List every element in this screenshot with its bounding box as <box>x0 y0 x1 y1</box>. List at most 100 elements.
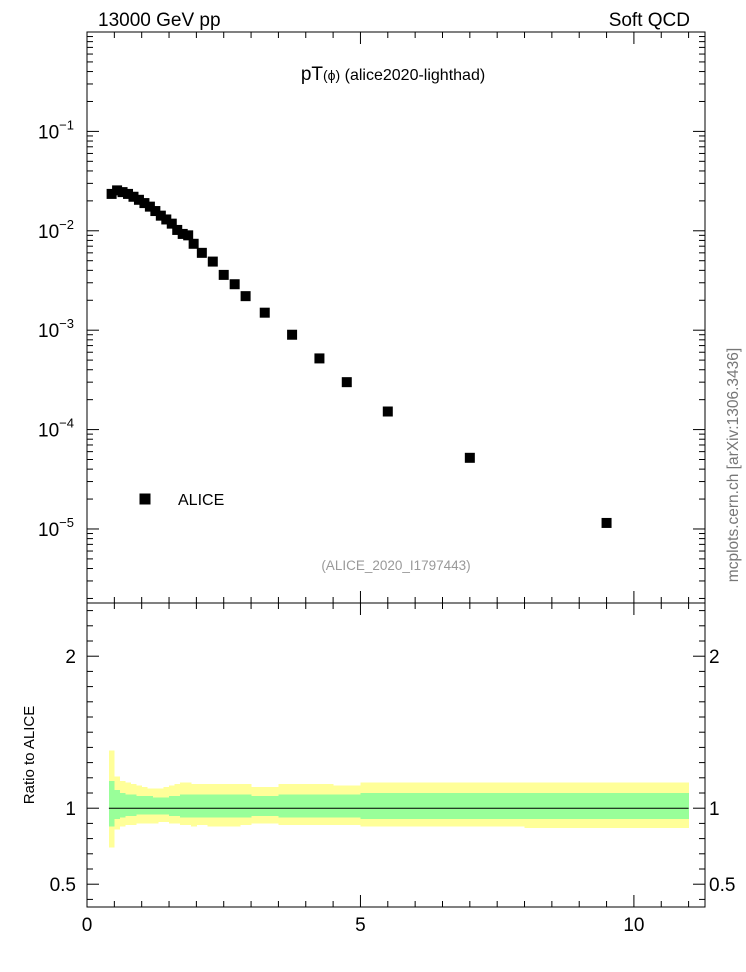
ratio-band-segment <box>360 793 416 819</box>
header-right-label: Soft QCD <box>609 10 690 31</box>
data-point <box>464 452 475 463</box>
ratio-band-segment <box>333 794 361 818</box>
main-ticks <box>86 31 705 603</box>
main-ytick-label: 10−4 <box>38 416 74 442</box>
data-point <box>207 256 218 267</box>
ratio-band-segment <box>251 796 279 816</box>
data-point <box>106 188 117 199</box>
data-point <box>112 185 123 196</box>
main-ytick-label-base: 10 <box>38 421 59 442</box>
ratio-band-segment <box>185 794 192 818</box>
ratio-band-segment <box>114 789 121 819</box>
ratio-ylabel: Ratio to ALICE <box>21 706 38 804</box>
data-point <box>150 206 161 217</box>
ratio-band-segment <box>141 796 148 815</box>
data-point <box>133 194 144 205</box>
main-ytick-label: 10−3 <box>38 316 74 342</box>
ratio-band-segment <box>524 793 689 819</box>
main-ytick-label: 10−1 <box>38 117 74 143</box>
data-point <box>287 329 298 340</box>
ratio-band-segment <box>305 794 334 818</box>
data-point <box>177 228 188 239</box>
data-point <box>161 214 172 225</box>
main-ytick-label: 10−5 <box>38 515 74 541</box>
ratio-xtick-label: 0 <box>82 915 93 936</box>
main-ytick-label-exponent: −4 <box>59 416 74 431</box>
main-ytick-label: 10−2 <box>38 217 74 243</box>
data-point <box>196 247 207 258</box>
ratio-bands <box>108 750 689 848</box>
ratio-band-segment <box>136 796 143 815</box>
ratio-band-segment <box>278 794 307 818</box>
main-ytick-label-exponent: −1 <box>59 117 74 132</box>
ratio-ytick-label-left: 1 <box>65 799 76 820</box>
watermark-label: (ALICE_2020_I1797443) <box>321 558 470 573</box>
main-title-rest: (alice2020-lighthad) <box>340 67 485 84</box>
legend: ALICE <box>139 492 224 509</box>
legend-label: ALICE <box>178 492 224 509</box>
main-plot: 10−110−210−310−410−5 pT(ϕ) (alice2020-li… <box>38 31 706 604</box>
main-plot-frame <box>86 31 706 604</box>
ratio-ticks <box>86 603 705 907</box>
ratio-tick-labels: 0.5 0.5 1 1 2 2 0 5 10 <box>50 647 736 936</box>
data-point <box>218 269 229 280</box>
ratio-band-segment <box>108 780 115 827</box>
ratio-band-segment <box>119 793 126 818</box>
ratio-band-segment <box>196 794 208 818</box>
ratio-plot: 0.5 0.5 1 1 2 2 0 5 10 Ratio to ALICE <box>21 602 736 936</box>
data-point <box>240 291 251 302</box>
ratio-plot-frame <box>86 602 706 908</box>
main-title-main: pT <box>301 64 324 85</box>
data-point <box>144 201 155 212</box>
ratio-band-segment <box>158 797 164 815</box>
data-point <box>183 230 194 241</box>
ratio-band-segment <box>147 796 154 815</box>
ratio-ytick-label-right: 1 <box>709 799 720 820</box>
ratio-xtick-label: 10 <box>623 915 644 936</box>
main-ytick-label-base: 10 <box>38 122 59 143</box>
legend-marker <box>139 493 151 505</box>
data-point <box>166 218 177 229</box>
ratio-band-segment <box>152 797 159 815</box>
main-ytick-label-exponent: −2 <box>59 217 74 232</box>
side-label: mcplots.cern.ch [arXiv:1306.3436] <box>725 348 742 582</box>
data-point <box>229 279 240 290</box>
data-point <box>382 406 393 417</box>
data-point <box>128 191 139 202</box>
data-point <box>601 517 612 528</box>
ratio-band-segment <box>179 794 186 818</box>
ratio-band-segment <box>415 793 525 819</box>
ratio-band-segment <box>174 796 181 816</box>
data-point <box>314 353 325 364</box>
ratio-band-segment <box>169 796 175 816</box>
ratio-band-segment <box>240 794 252 818</box>
ratio-band-segment <box>130 794 137 816</box>
data-point <box>123 188 134 199</box>
main-ytick-label-exponent: −3 <box>59 316 74 331</box>
ratio-band-segment <box>163 797 170 815</box>
data-point <box>155 210 166 221</box>
ratio-band-segment <box>125 794 132 816</box>
ratio-band-segment <box>218 794 230 818</box>
data-point <box>139 198 150 209</box>
ratio-band-segment <box>229 794 241 818</box>
main-ytick-label-base: 10 <box>38 520 59 541</box>
main-title: pT(ϕ) (alice2020-lighthad) <box>301 64 485 85</box>
main-title-symbol: (ϕ) <box>323 67 340 83</box>
header-left-label: 13000 GeV pp <box>98 10 221 31</box>
ratio-ytick-label-right: 0.5 <box>709 875 735 896</box>
data-point <box>188 238 199 249</box>
ratio-ytick-label-left: 2 <box>65 647 76 668</box>
data-point <box>341 377 352 388</box>
main-data-points <box>106 185 612 528</box>
main-ytick-label-base: 10 <box>38 222 59 243</box>
ratio-ytick-label-right: 2 <box>709 647 720 668</box>
main-ytick-labels: 10−110−210−310−410−5 <box>38 117 74 541</box>
data-point <box>117 187 128 198</box>
data-point <box>172 224 183 235</box>
ratio-xtick-label: 5 <box>355 915 366 936</box>
ratio-ytick-label-left: 0.5 <box>50 875 76 896</box>
data-point <box>259 307 270 318</box>
ratio-band-segment <box>190 794 197 818</box>
